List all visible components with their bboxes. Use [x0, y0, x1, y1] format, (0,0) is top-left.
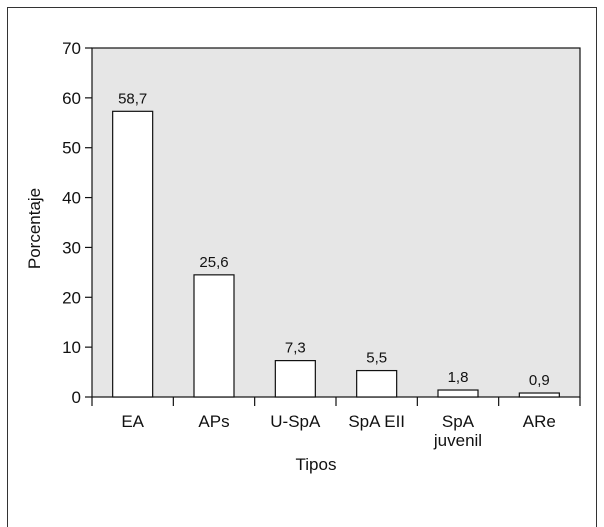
category-label: juvenil — [433, 431, 482, 450]
y-tick-label: 0 — [72, 388, 81, 407]
y-tick-label: 50 — [62, 139, 81, 158]
data-label: 58,7 — [118, 90, 147, 107]
data-label: 7,3 — [285, 340, 306, 357]
data-label: 25,6 — [199, 254, 228, 271]
data-label: 5,5 — [366, 350, 387, 367]
figure-frame — [7, 7, 597, 527]
category-label: APs — [198, 412, 229, 431]
category-label: SpA — [442, 412, 475, 431]
y-tick-label: 60 — [62, 89, 81, 108]
category-label: EA — [121, 412, 144, 431]
bar — [274, 360, 316, 398]
y-tick-label: 30 — [62, 238, 81, 257]
category-label: U-SpA — [270, 412, 321, 431]
x-axis-title: Tipos — [296, 455, 337, 474]
bar — [518, 392, 560, 398]
y-tick-label: 10 — [62, 338, 81, 357]
y-axis-title: Porcentaje — [25, 188, 44, 269]
y-tick-label: 20 — [62, 288, 81, 307]
bar-chart: 0 10 20 30 40 50 60 70 EA APs U-SpA SpA EII SpAjuve… — [25, 39, 581, 474]
plot-area — [91, 47, 581, 398]
y-axis: 0 10 20 30 40 50 60 70 — [62, 39, 92, 407]
bar — [356, 369, 398, 398]
data-label: 1,8 — [448, 369, 469, 386]
category-label: SpA EII — [348, 412, 405, 431]
bar — [112, 110, 154, 398]
bar — [437, 389, 479, 398]
y-tick-label: 40 — [62, 189, 81, 208]
y-tick-label: 70 — [62, 39, 81, 58]
bar — [193, 274, 235, 398]
category-label: ARe — [523, 412, 556, 431]
data-label: 0,9 — [529, 372, 550, 389]
bars: 58,7 25,6 7,3 5,5 1,8 0,9 — [112, 90, 560, 398]
